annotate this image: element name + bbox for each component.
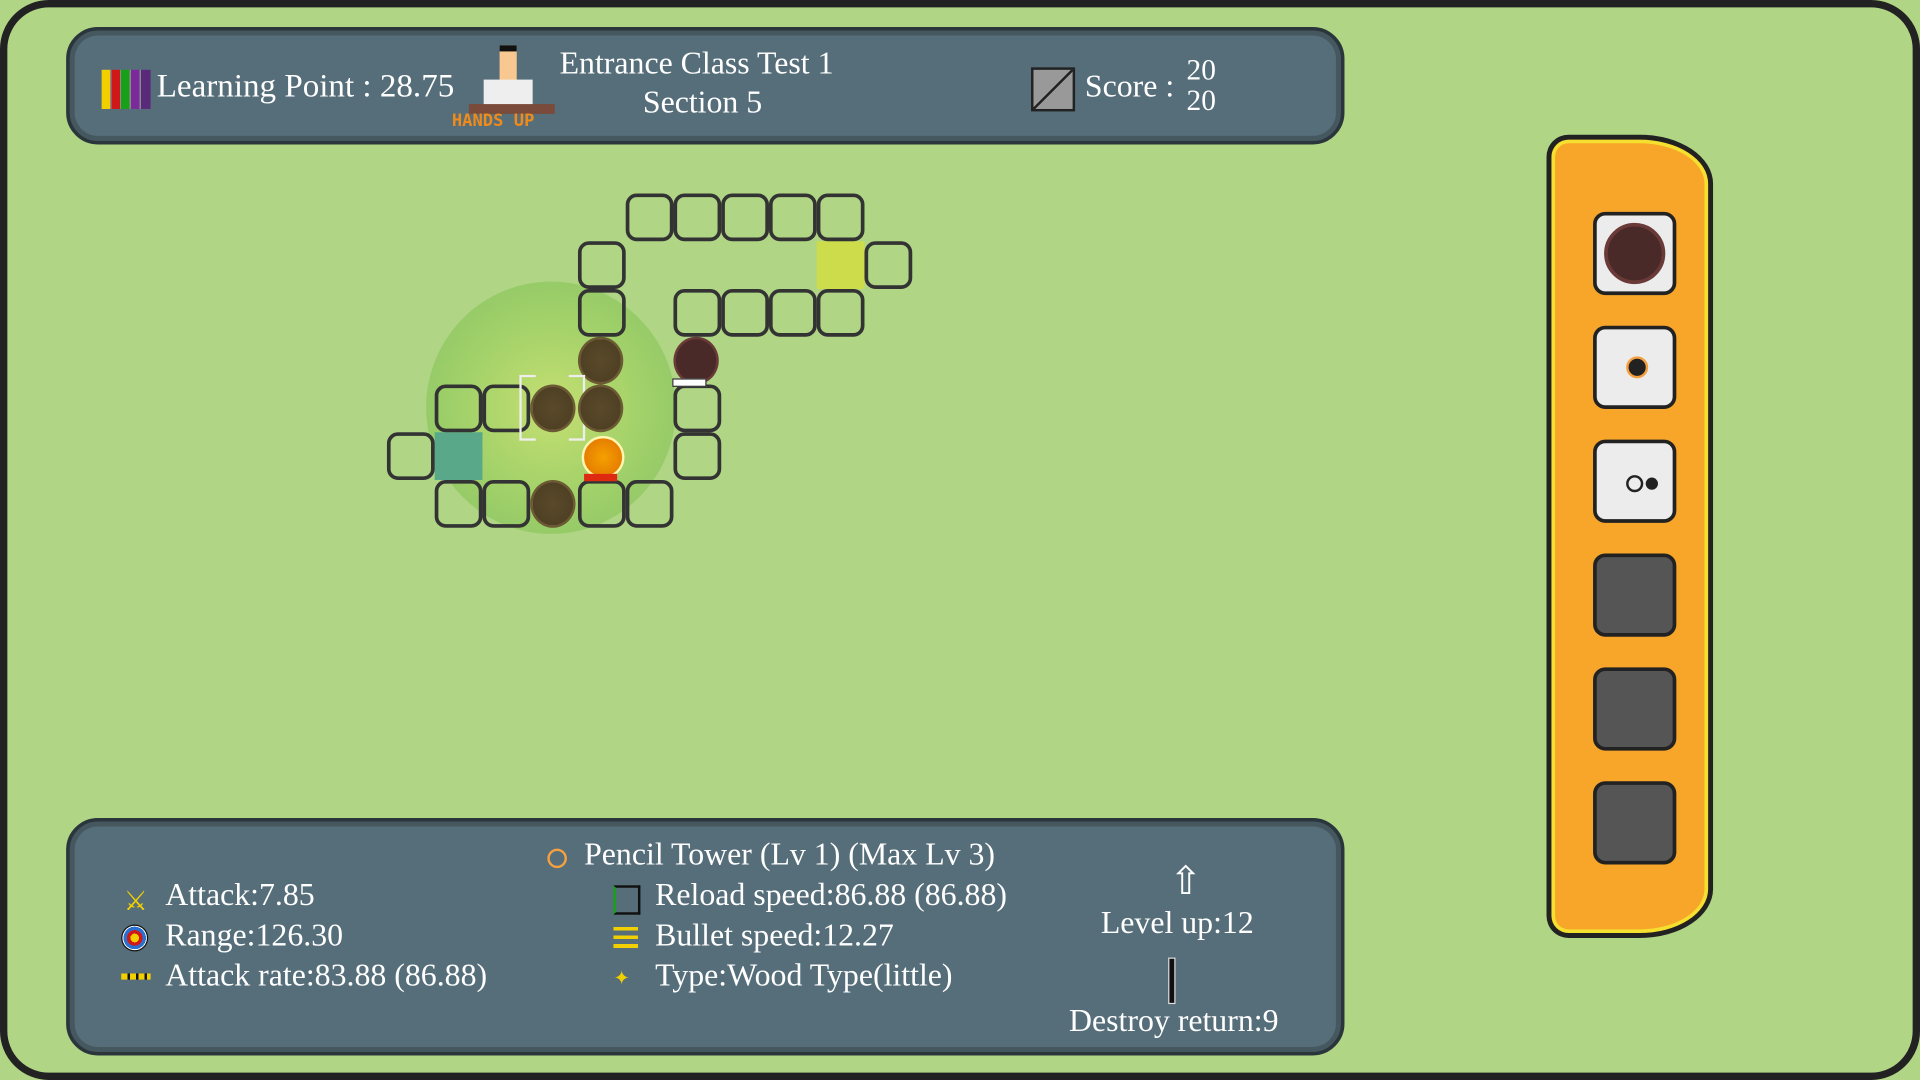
path-tile[interactable]: [434, 384, 483, 433]
path-tile[interactable]: [721, 288, 769, 337]
path-tile[interactable]: [768, 193, 817, 242]
hands-up-button[interactable]: HANDS UP: [452, 43, 564, 136]
path-tile[interactable]: [768, 288, 817, 337]
tower-slot[interactable]: [1593, 439, 1677, 523]
health-bar: [672, 378, 707, 387]
path-tile[interactable]: [673, 288, 722, 337]
learning-point: Learning Point : 28.75: [156, 67, 455, 105]
attack-stat: Attack:7.85: [165, 876, 315, 913]
pencil-tower-icon: [547, 848, 567, 869]
element-type-icon: ✦: [613, 968, 630, 990]
bullet-speed-stat: Bullet speed:12.27: [655, 917, 894, 953]
tower-pencil[interactable]: [577, 336, 624, 385]
destroy-button[interactable]: Destroy return:9: [1049, 956, 1318, 1044]
tower-eraser[interactable]: [577, 384, 624, 433]
reload-speed-stat: Reload speed:86.88 (86.88): [655, 876, 1008, 913]
game-map[interactable]: [0, 0, 1469, 808]
path-tile[interactable]: [386, 432, 435, 481]
teal-tile: [434, 432, 483, 481]
tower-slot[interactable]: [1593, 325, 1677, 409]
tower-pencil-2[interactable]: [530, 480, 576, 528]
path-tile[interactable]: [625, 193, 674, 242]
empty-tower-slot[interactable]: [1593, 781, 1677, 865]
score-arrows-icon: [1031, 67, 1076, 112]
path-tile[interactable]: [816, 288, 865, 337]
teacher-icon: [499, 45, 517, 86]
target-icon: [121, 924, 149, 952]
orange-orb[interactable]: [581, 435, 625, 479]
tower-pencil-selected[interactable]: [530, 384, 576, 433]
level-up-button[interactable]: ⇧ Level up:12: [1062, 858, 1307, 946]
path-tile[interactable]: [721, 193, 769, 242]
path-tile[interactable]: [577, 288, 626, 337]
type-stat: Type:Wood Type(little): [655, 957, 953, 994]
pencils-icon: [101, 69, 151, 109]
up-arrow-icon: ⇧: [1169, 858, 1203, 903]
bullet-icon: [121, 973, 151, 980]
tower-info-panel: Pencil Tower (Lv 1) (Max Lv 3) ⚔ Attack:…: [66, 817, 1345, 1056]
attack-rate-stat: Attack rate:83.88 (86.88): [165, 957, 488, 994]
hands-up-label: HANDS UP: [451, 111, 535, 132]
empty-tower-slot[interactable]: [1593, 553, 1677, 637]
teacher-body-icon: [483, 79, 533, 107]
stage-title: Entrance Class Test 1: [559, 45, 834, 81]
reload-icon: [613, 885, 641, 915]
orb-base: [584, 473, 618, 482]
tower-shop-panel: [1546, 134, 1714, 938]
path-tile[interactable]: [577, 480, 626, 528]
bullet-speed-icon: [613, 926, 638, 949]
dark-tower-icon: [1604, 222, 1666, 285]
hammer-icon: [1169, 958, 1175, 1003]
path-tile[interactable]: [577, 241, 626, 289]
path-tile[interactable]: [482, 384, 531, 433]
level-up-label: Level up:12: [1100, 904, 1254, 941]
path-tile[interactable]: [625, 480, 674, 528]
empty-tower-slot[interactable]: [1593, 667, 1677, 751]
selection-bracket: [519, 374, 586, 441]
eraser-tower-icon: [1626, 475, 1644, 493]
destroy-return-label: Destroy return:9: [1068, 1002, 1279, 1039]
top-hud: Learning Point : 28.75 HANDS UP Entrance…: [66, 26, 1345, 145]
tower-slot[interactable]: [1593, 211, 1677, 296]
tower-name: Pencil Tower (Lv 1) (Max Lv 3): [584, 836, 996, 872]
path-tile[interactable]: [673, 193, 722, 242]
score-label: Score :: [1084, 68, 1175, 105]
desk-icon: [468, 104, 555, 114]
sword-icon: ⚔: [123, 885, 148, 916]
path-tile[interactable]: [673, 384, 722, 433]
path-tile[interactable]: [864, 241, 913, 289]
range-stat: Range:126.30: [165, 917, 344, 953]
stage-section: Section 5: [642, 84, 763, 121]
enemy-dark-tower[interactable]: [673, 336, 719, 385]
path-tile[interactable]: [673, 432, 722, 481]
path-tile[interactable]: [816, 193, 865, 242]
highlight-tile: [816, 241, 865, 289]
score-bottom: 20: [1186, 85, 1216, 118]
score-top: 20: [1186, 55, 1216, 87]
pencil-tower-icon: [1626, 356, 1649, 379]
path-tile[interactable]: [434, 480, 483, 528]
path-tile[interactable]: [482, 480, 531, 528]
